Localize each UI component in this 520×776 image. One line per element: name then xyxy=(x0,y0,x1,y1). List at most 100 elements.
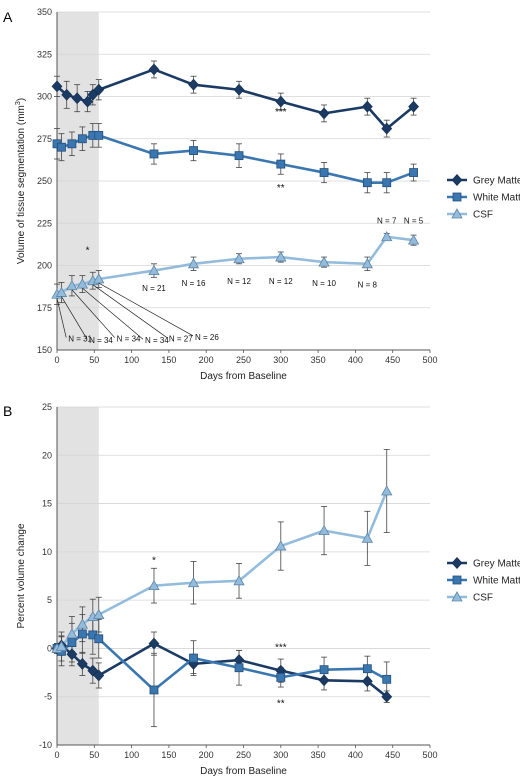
x-tick-label: 300 xyxy=(273,750,288,760)
csf-point xyxy=(275,251,287,262)
white-matter-point xyxy=(77,134,87,144)
y-tick-label: -10 xyxy=(39,740,52,750)
sample-size-leader-line xyxy=(56,298,67,338)
y-axis-label: Volume of tissue segmentation (mm3) xyxy=(15,98,27,264)
baseline-shaded-region xyxy=(57,407,99,745)
x-tick-label: 450 xyxy=(385,750,400,760)
white-matter-point xyxy=(276,673,286,682)
x-tick-label: 500 xyxy=(422,355,437,365)
grey-matter-point xyxy=(148,63,160,76)
y-tick-label: 5 xyxy=(47,595,52,605)
x-tick-label: 350 xyxy=(311,355,326,365)
grey-matter-line xyxy=(56,68,415,130)
white-matter-point xyxy=(409,168,418,177)
x-tick-label: 400 xyxy=(348,355,363,365)
legend-marker-csf xyxy=(451,208,463,219)
grey-matter-point xyxy=(148,637,160,650)
grey-matter-point xyxy=(93,669,105,682)
panel-b-letter: B xyxy=(3,403,12,419)
sample-size-label: N = 34 xyxy=(89,336,113,345)
csf-point xyxy=(55,286,68,297)
grey-matter-point xyxy=(93,83,105,96)
csf-point xyxy=(148,264,160,275)
legend-marker-csf xyxy=(451,591,463,602)
y-axis-label-superscript: 3 xyxy=(15,101,22,105)
y-tick-label: 150 xyxy=(37,345,52,355)
csf-point xyxy=(233,252,245,264)
sample-size-leader-line xyxy=(82,287,144,340)
white-matter-point xyxy=(319,168,329,177)
significance-marker: * xyxy=(86,246,90,257)
sample-size-label: N = 26 xyxy=(195,333,219,342)
white-matter-point xyxy=(94,130,104,140)
white-matter-point xyxy=(77,629,87,639)
y-axis-label-end: ) xyxy=(16,98,27,101)
csf-point xyxy=(407,234,420,245)
grey-matter-point xyxy=(51,80,63,93)
white-matter-point xyxy=(94,634,104,644)
legend-label-grey-matter: Grey Matter xyxy=(473,559,520,570)
y-tick-label: 350 xyxy=(37,7,52,17)
csf-point xyxy=(93,608,105,620)
x-tick-label: 250 xyxy=(236,750,251,760)
csf-point xyxy=(233,575,245,586)
white-matter-point xyxy=(382,178,392,188)
x-tick-label: 100 xyxy=(124,750,139,760)
grey-matter-point xyxy=(318,674,330,687)
y-tick-label: 10 xyxy=(42,547,52,557)
y-tick-label: 300 xyxy=(37,92,52,102)
sample-size-label: N = 5 xyxy=(404,216,424,225)
x-axis-label: Days from Baseline xyxy=(200,371,287,382)
grey-matter-point xyxy=(275,95,287,108)
grey-matter-point xyxy=(82,95,93,108)
grey-matter-point xyxy=(76,657,88,670)
sample-size-label: N = 16 xyxy=(182,279,206,288)
x-tick-label: 250 xyxy=(236,355,251,365)
sample-size-leader-line xyxy=(92,284,168,338)
y-tick-label: 200 xyxy=(37,261,52,271)
significance-marker: *** xyxy=(275,107,287,118)
white-matter-point xyxy=(362,178,372,188)
sample-size-label: N = 7 xyxy=(377,216,397,225)
grey-matter-point xyxy=(66,648,78,661)
csf-point xyxy=(381,230,393,242)
grey-matter-point xyxy=(361,675,373,688)
significance-marker: *** xyxy=(275,642,287,653)
white-matter-point xyxy=(149,149,159,159)
y-tick-label: 175 xyxy=(37,303,52,313)
csf-point xyxy=(361,532,374,543)
y-tick-label: 225 xyxy=(37,218,52,228)
x-axis-label: Days from Baseline xyxy=(200,766,287,776)
legend-label-csf: CSF xyxy=(473,210,493,221)
csf-point xyxy=(361,257,374,269)
x-tick-label: 50 xyxy=(89,355,99,365)
white-matter-point xyxy=(57,142,66,152)
grey-matter-point xyxy=(188,78,199,91)
grey-matter-point xyxy=(381,690,393,703)
y-axis-label: Percent volume change xyxy=(16,523,27,629)
legend-marker-white-matter xyxy=(452,192,462,202)
x-tick-label: 0 xyxy=(54,750,59,760)
sample-size-label: N = 12 xyxy=(227,277,251,286)
y-tick-label: 275 xyxy=(37,134,52,144)
grey-matter-point xyxy=(361,100,373,113)
white-matter-point xyxy=(234,663,244,673)
sample-size-label: N = 31 xyxy=(68,335,92,344)
csf-point xyxy=(381,485,393,496)
y-tick-label: 20 xyxy=(42,450,52,460)
legend-label-csf: CSF xyxy=(473,593,493,604)
significance-marker: * xyxy=(152,555,156,566)
white-matter-point xyxy=(67,638,77,648)
white-matter-point xyxy=(149,685,159,695)
legend-marker-white-matter xyxy=(452,575,462,585)
sample-size-label: N = 21 xyxy=(142,284,166,293)
y-tick-label: 25 xyxy=(42,402,52,412)
sample-size-label: N = 27 xyxy=(169,335,193,344)
sample-size-leader-line xyxy=(98,282,194,337)
sample-size-label: N = 10 xyxy=(312,279,336,288)
white-matter-point xyxy=(362,664,372,674)
white-matter-point xyxy=(234,151,244,161)
x-tick-label: 400 xyxy=(348,750,363,760)
